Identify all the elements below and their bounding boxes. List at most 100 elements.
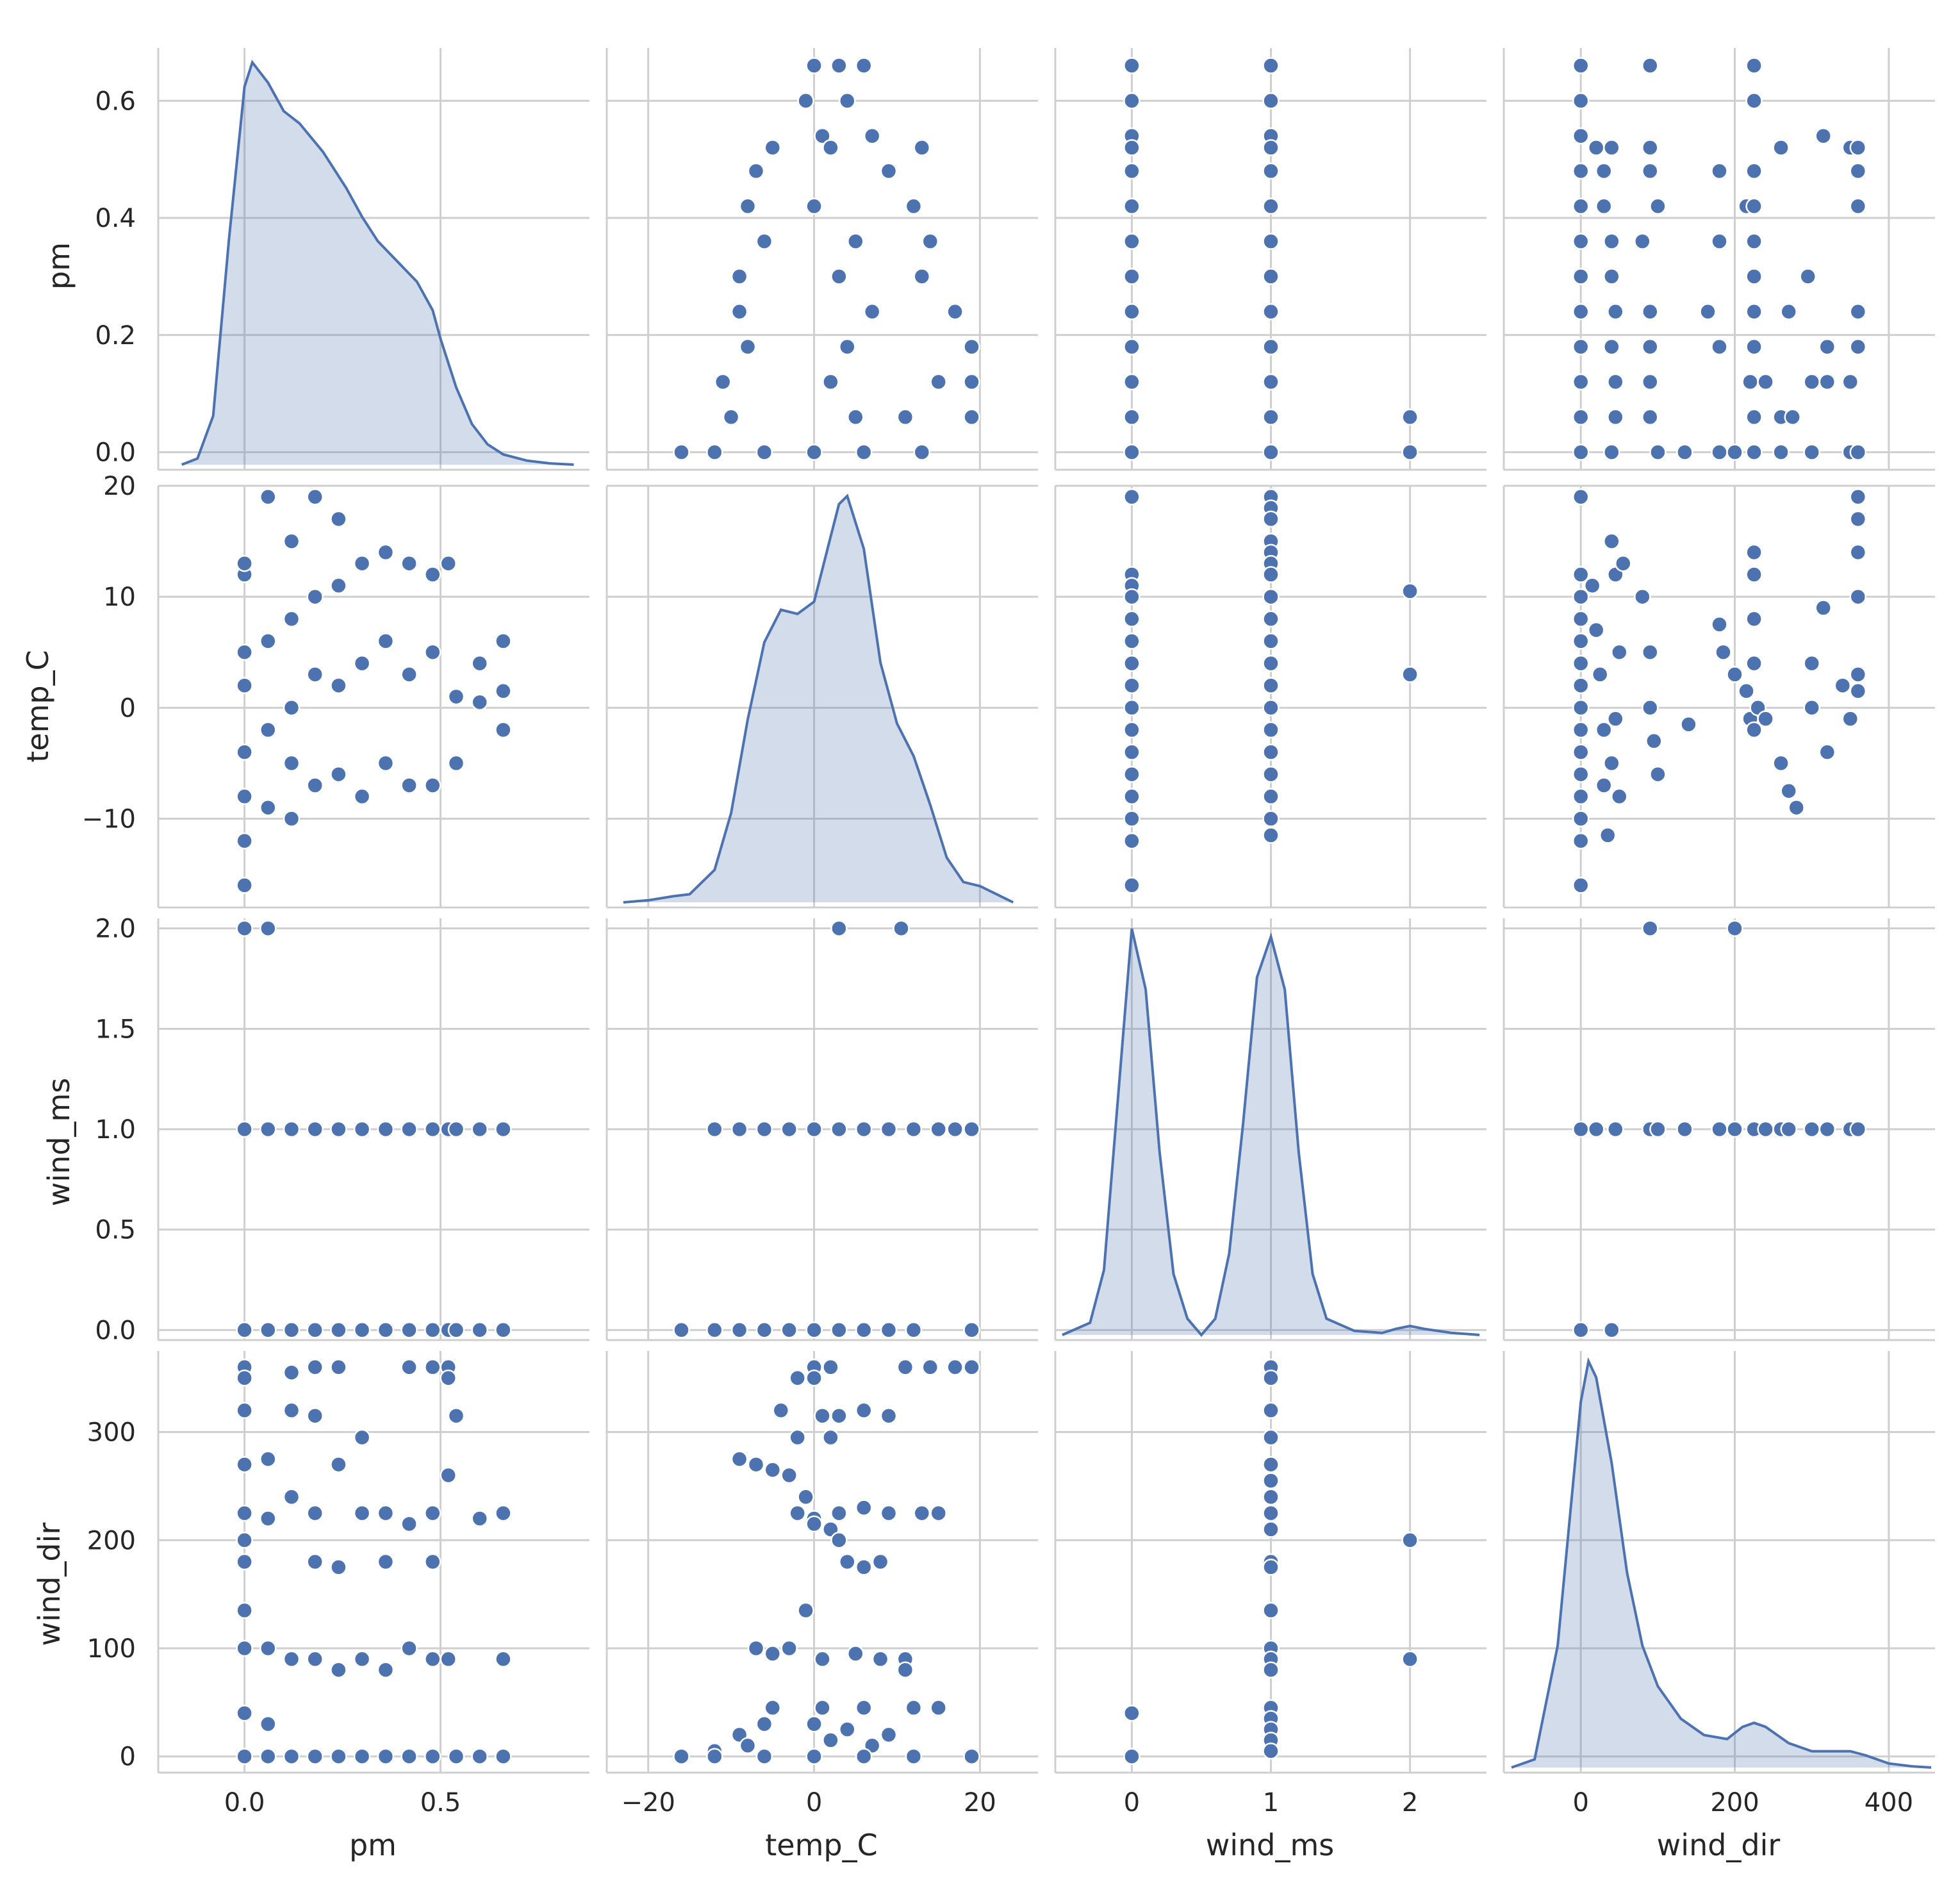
scatter-point: [1745, 408, 1763, 426]
scatter-point: [755, 1120, 773, 1138]
scatter-point: [283, 1120, 301, 1138]
scatter-point: [921, 1359, 939, 1376]
scatter-point: [1572, 268, 1590, 285]
scatter-point: [1262, 699, 1280, 716]
scatter-point: [1123, 197, 1141, 215]
panel-temp-c-vs-pm: −10 0 10 20: [82, 472, 589, 909]
scatter-point: [440, 1369, 457, 1387]
scatter-point: [1757, 710, 1774, 727]
panel-temp-c-vs-wind-ms: [1054, 484, 1486, 909]
scatter-point: [377, 1661, 395, 1678]
scatter-point: [236, 832, 253, 850]
scatter-point: [1849, 683, 1867, 700]
x-tick-label-wind-ms: 0: [1124, 1788, 1140, 1818]
scatter-point: [880, 1120, 898, 1138]
scatter-point: [1642, 303, 1659, 320]
scatter-point: [863, 303, 881, 320]
scatter-point: [905, 1748, 923, 1765]
scatter-point: [1262, 743, 1280, 761]
scatter-point: [1572, 765, 1590, 783]
y-tick-label-wind-ms: 2.0: [95, 915, 136, 944]
scatter-point: [1649, 443, 1667, 461]
scatter-point: [447, 1321, 465, 1339]
scatter-point: [1262, 1455, 1280, 1473]
scatter-point: [1262, 1428, 1280, 1446]
scatter-point: [259, 1321, 277, 1339]
scatter-point: [1572, 654, 1590, 672]
scatter-point: [1738, 683, 1755, 700]
scatter-point: [1815, 127, 1832, 145]
scatter-point: [400, 1639, 418, 1657]
scatter-point: [1642, 920, 1659, 937]
scatter-point: [1788, 799, 1805, 816]
scatter-point: [1745, 443, 1763, 461]
scatter-point: [1123, 810, 1141, 827]
scatter-point: [330, 577, 347, 595]
scatter-point: [1834, 677, 1852, 694]
scatter-point: [377, 754, 395, 772]
scatter-point: [814, 1699, 831, 1717]
scatter-point: [1123, 743, 1141, 761]
scatter-point: [880, 1321, 898, 1339]
y-tick-label-pm: 0.0: [95, 438, 136, 468]
scatter-point: [1262, 373, 1280, 391]
scatter-point: [236, 1553, 253, 1571]
scatter-point: [880, 1504, 898, 1522]
scatter-point: [1262, 610, 1280, 628]
scatter-point: [1123, 654, 1141, 672]
scatter-point: [1572, 443, 1590, 461]
scatter-point: [1583, 577, 1601, 595]
kde-curve-wind-ms: [1062, 928, 1480, 1337]
scatter-point: [839, 92, 856, 110]
scatter-point: [306, 488, 324, 506]
scatter-point: [1123, 488, 1141, 506]
scatter-point: [377, 1748, 395, 1765]
scatter-point: [377, 1321, 395, 1339]
scatter-point: [400, 1748, 418, 1765]
scatter-point: [236, 554, 253, 572]
y-tick-label-temp-c: 10: [103, 583, 136, 612]
scatter-point: [1262, 1743, 1280, 1760]
scatter-point: [1799, 268, 1816, 285]
scatter-point: [830, 1120, 848, 1138]
scatter-point: [1123, 765, 1141, 783]
scatter-point: [259, 721, 277, 739]
scatter-point: [495, 683, 512, 700]
scatter-point: [814, 1407, 831, 1425]
scatter-point: [1780, 1120, 1797, 1138]
scatter-point: [714, 373, 732, 391]
scatter-point: [1603, 233, 1620, 250]
scatter-point: [353, 1504, 371, 1522]
x-tick-label-wind-dir: 0: [1572, 1788, 1588, 1818]
y-axis-title-temp-c: temp_C: [21, 650, 55, 762]
panel-wind-dir-vs-wind-dir: 0 200 400: [1503, 1351, 1935, 1818]
scatter-point: [259, 1748, 277, 1765]
panel-wind-dir-vs-pm: 0 100 200 300 0.0 0.5: [87, 1351, 589, 1818]
scatter-point: [1572, 488, 1590, 506]
scatter-point: [871, 1553, 889, 1571]
scatter-point: [1572, 566, 1590, 583]
scatter-point: [236, 1504, 253, 1522]
scatter-point: [805, 1321, 823, 1339]
scatter-point: [1401, 408, 1419, 426]
scatter-point: [236, 1455, 253, 1473]
y-tick-label-wind-ms: 0.0: [95, 1316, 136, 1345]
scatter-point: [1772, 754, 1790, 772]
scatter-point: [400, 1321, 418, 1339]
kde-area-wind-ms: [1062, 929, 1480, 1335]
scatter-point: [353, 788, 371, 806]
scatter-point: [471, 1120, 488, 1138]
scatter-point: [747, 1455, 765, 1473]
scatter-point: [353, 1748, 371, 1765]
scatter-point: [1572, 1120, 1590, 1138]
y-tick-label-wind-ms: 1.0: [95, 1115, 136, 1145]
scatter-point: [1599, 827, 1617, 844]
scatter-point: [839, 338, 856, 356]
panel-wind-dir-vs-wind-ms: 0 1 2: [1054, 1351, 1486, 1818]
scatter-point: [1123, 699, 1141, 716]
scatter-point: [1572, 1321, 1590, 1339]
scatter-point: [739, 1737, 757, 1755]
x-tick-label-temp-c: 0: [806, 1788, 822, 1818]
scatter-point: [1607, 1120, 1624, 1138]
x-tick-label-temp-c: −20: [622, 1788, 675, 1818]
